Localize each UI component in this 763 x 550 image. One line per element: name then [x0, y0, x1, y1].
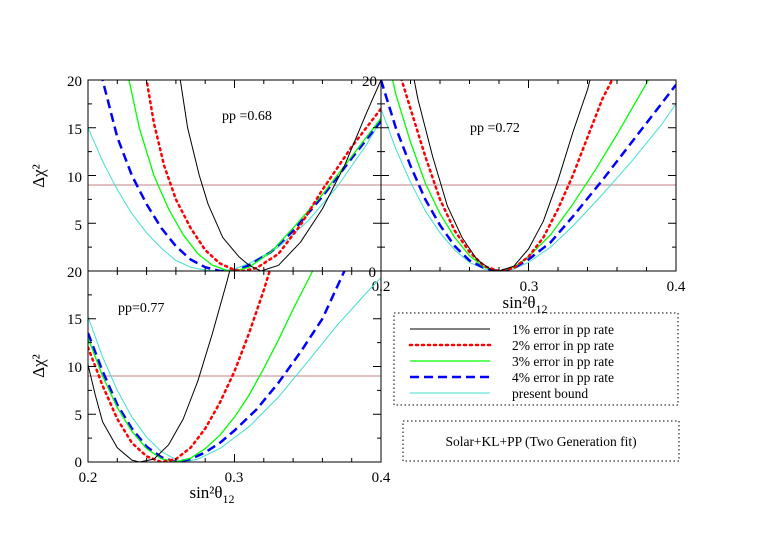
fit-note-box — [402, 420, 680, 462]
ytick-label: 15 — [67, 122, 82, 138]
xtick-label: 0.3 — [225, 470, 244, 486]
ticks-top-right — [380, 79, 677, 272]
legend-item-label: 2% error in pp rate — [512, 338, 614, 353]
x-axis-label-base: sin²θ — [502, 293, 535, 312]
plot-area-top-right — [381, 80, 676, 271]
series-line — [145, 80, 381, 271]
legend-item-label: 3% error in pp rate — [512, 354, 614, 369]
series-line — [88, 271, 346, 462]
panel-bottom-left: 15 10 5 0 0.2 0.3 0.4 pp=0.77 Δχ² sin²θ1… — [29, 270, 391, 506]
ytick-label: 5 — [75, 408, 83, 424]
ytick-label: 10 — [67, 360, 82, 376]
series-line — [179, 80, 381, 271]
series-line — [88, 277, 381, 462]
xtick-label: 0.3 — [520, 279, 539, 295]
series-line — [400, 80, 614, 271]
ytick-label: 10 — [67, 170, 82, 186]
panel-top-right: 20 0 0.2 0.3 0.4 pp =0.72 sin²θ12 — [362, 74, 686, 316]
panel-annotation: pp =0.72 — [470, 121, 520, 136]
series-line — [391, 80, 650, 271]
legend: 1% error in pp rate 2% error in pp rate … — [393, 312, 679, 406]
ytick-label: 15 — [67, 312, 82, 328]
legend-item-label: 4% error in pp rate — [512, 370, 614, 385]
ytick-label: 20 — [67, 265, 82, 281]
ticks-bottom-left — [87, 270, 382, 463]
series-line — [381, 103, 676, 271]
fit-note: Solar+KL+PP (Two Generation fit) — [402, 420, 680, 462]
legend-item-label: present bound — [512, 386, 588, 401]
xtick-label: 0.4 — [667, 279, 686, 295]
legend-lines — [408, 328, 492, 394]
plot-area-bottom-left — [88, 271, 381, 462]
x-axis-label-subscript: 12 — [536, 302, 548, 316]
series-line — [413, 80, 591, 271]
panel-annotation: pp =0.68 — [222, 109, 272, 124]
y-axis-label: Δχ² — [29, 164, 48, 188]
series-line — [381, 80, 676, 271]
series-line — [88, 271, 314, 462]
x-axis-label-base: sin²θ — [189, 483, 222, 502]
ytick-label: 0 — [75, 455, 83, 471]
fit-note-text: Solar+KL+PP (Two Generation fit) — [445, 434, 636, 449]
legend-item-label: 1% error in pp rate — [512, 322, 614, 337]
x-axis-label-subscript: 12 — [223, 492, 235, 506]
ytick-label: 20 — [67, 74, 82, 90]
xtick-label: 0.2 — [79, 470, 98, 486]
xtick-label: 0.4 — [372, 470, 391, 486]
series-line — [88, 271, 271, 462]
x-axis-label: sin²θ12 — [189, 483, 234, 506]
y-axis-label: Δχ² — [29, 354, 48, 378]
ytick-label: 5 — [75, 218, 83, 234]
panel-annotation: pp=0.77 — [118, 301, 164, 316]
ytick-label: 0 — [369, 265, 377, 281]
ytick-label: 20 — [362, 74, 377, 90]
series-line — [88, 271, 231, 462]
